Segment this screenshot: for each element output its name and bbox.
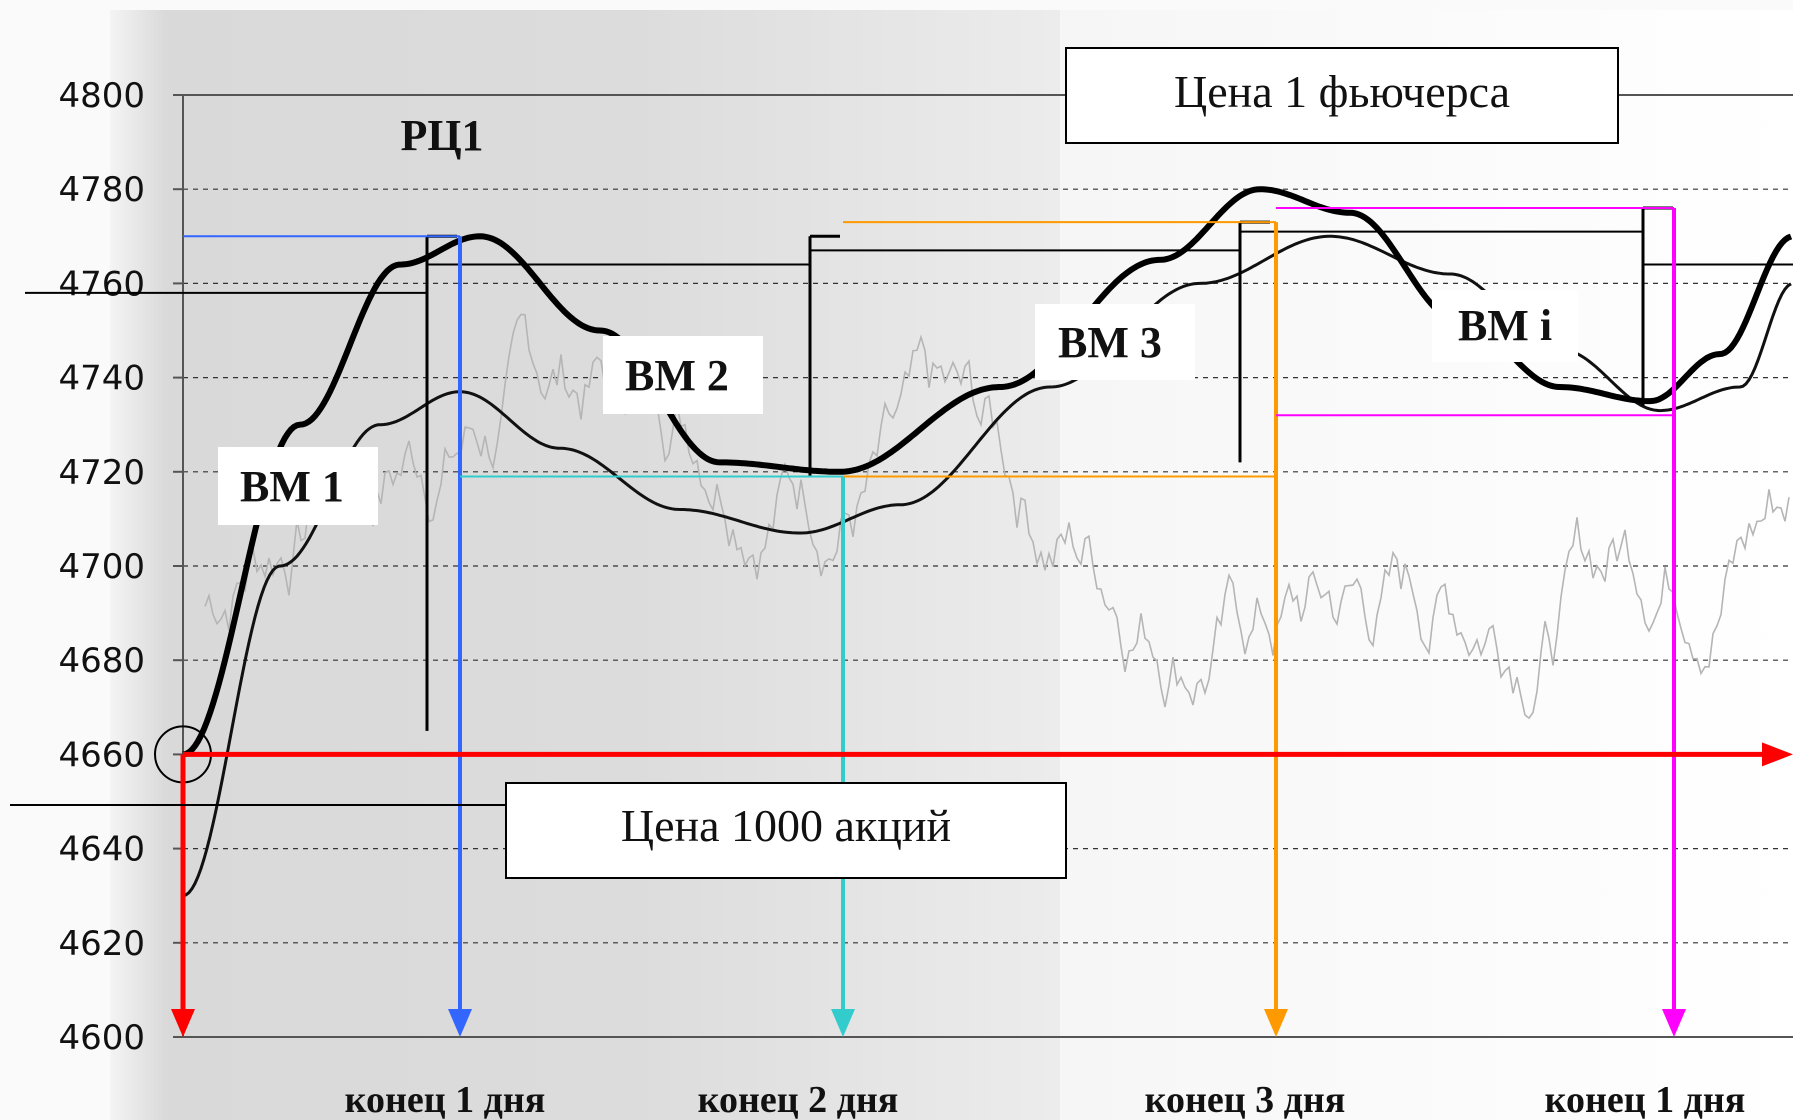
y-tick-label-4680: 4680 bbox=[58, 641, 145, 681]
x-label-dayi: конец 1 дня bbox=[1545, 1079, 1746, 1120]
y-tick-label-4620: 4620 bbox=[58, 924, 145, 964]
y-tick-label-4740: 4740 bbox=[58, 359, 145, 399]
y-tick-label-4800: 4800 bbox=[58, 76, 145, 116]
y-tick-label-4760: 4760 bbox=[58, 264, 145, 304]
y-tick-label-4660: 4660 bbox=[58, 735, 145, 775]
x-label-day1: конец 1 дня bbox=[345, 1079, 546, 1120]
stock-price-box: Цена 1000 акций bbox=[10, 782, 1067, 879]
vmi-box: ВМ i bbox=[1432, 290, 1578, 362]
x-label-day2: конец 2 дня bbox=[698, 1079, 899, 1120]
shaded-region bbox=[110, 10, 1060, 1120]
rc1-label: РЦ1 bbox=[400, 111, 483, 160]
day-marker-arrow-1 bbox=[448, 1009, 472, 1037]
margin-bracket-2 bbox=[808, 234, 840, 477]
day-markers bbox=[171, 207, 1793, 1037]
x-label-day3: конец 3 дня bbox=[1145, 1079, 1346, 1120]
day-marker-arrow-4 bbox=[1662, 1009, 1686, 1037]
entry-price-arrow bbox=[1762, 742, 1793, 767]
vm2-label: ВМ 2 bbox=[625, 351, 729, 400]
vmi-label: ВМ i bbox=[1458, 301, 1552, 350]
y-tick-label-4640: 4640 bbox=[58, 830, 145, 870]
futures-price-label: Цена 1 фьючерса bbox=[1174, 66, 1510, 117]
light-region bbox=[1060, 10, 1793, 1120]
futures-price-curve bbox=[182, 186, 1793, 758]
y-tick-labels: 4600 4620 4640 4660 4680 4700 4720 4740 4760 4780… bbox=[58, 76, 183, 1058]
vm3-label: ВМ 3 bbox=[1058, 318, 1162, 367]
vm1-label: ВМ 1 bbox=[240, 462, 344, 511]
x-day-labels: конец 1 дня конец 2 дня конец 3 дня коне… bbox=[345, 1079, 1746, 1120]
y-tick-label-4780: 4780 bbox=[58, 170, 145, 210]
stock-price-label: Цена 1000 акций bbox=[621, 800, 951, 851]
day-marker-arrow-3 bbox=[1264, 1009, 1288, 1037]
y-tick-label-4700: 4700 bbox=[58, 547, 145, 587]
day-marker-arrow-2 bbox=[831, 1009, 855, 1037]
vm2-box: ВМ 2 bbox=[603, 336, 763, 414]
vm3-box: ВМ 3 bbox=[1035, 304, 1195, 380]
vm1-box: ВМ 1 bbox=[218, 447, 378, 525]
futures-price-box: Цена 1 фьючерса bbox=[1065, 47, 1619, 144]
entry-vertical-arrow bbox=[171, 1009, 195, 1037]
y-tick-label-4600: 4600 bbox=[58, 1018, 145, 1058]
y-tick-label-4720: 4720 bbox=[58, 453, 145, 493]
